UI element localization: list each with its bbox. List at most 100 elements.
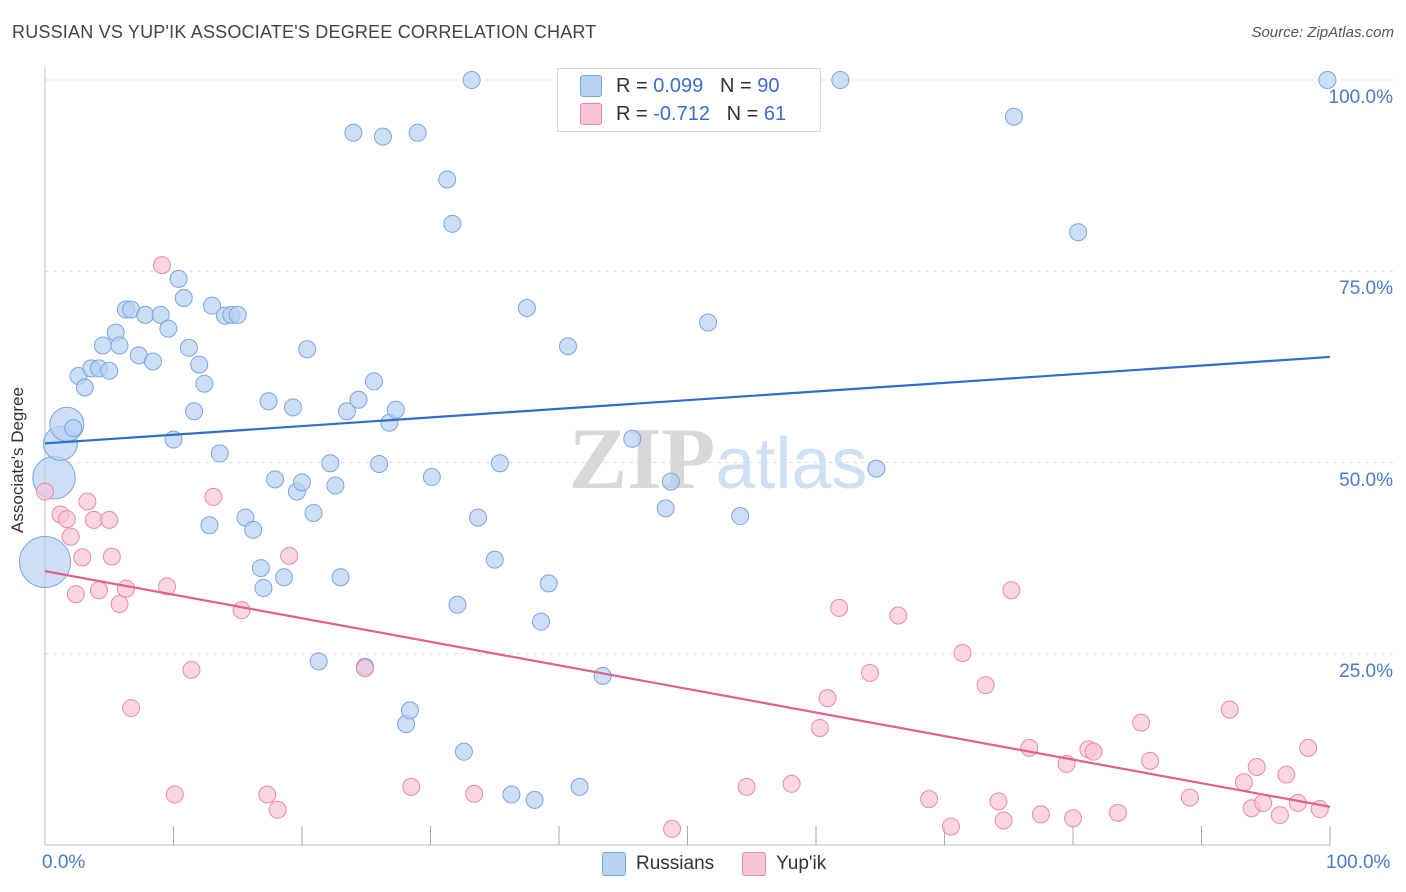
legend-r-value-russians: 0.099 bbox=[653, 74, 704, 97]
russians-point bbox=[570, 777, 589, 796]
yupik-point bbox=[100, 510, 119, 529]
yupik-point bbox=[258, 785, 277, 804]
russians-point bbox=[731, 507, 750, 526]
russians-point bbox=[298, 340, 317, 359]
trendline-russians bbox=[44, 355, 1331, 445]
yupik-point bbox=[268, 800, 287, 819]
russians-point bbox=[656, 499, 675, 518]
yupik-point bbox=[355, 659, 374, 678]
russians-point bbox=[558, 337, 577, 356]
russians-point bbox=[485, 550, 504, 569]
yupik-point bbox=[1180, 788, 1199, 807]
russians-point bbox=[400, 701, 419, 720]
legend-swatch-russians bbox=[602, 852, 626, 876]
russians-point bbox=[190, 355, 209, 374]
russians-point bbox=[454, 742, 473, 761]
legend-swatch-yupik bbox=[742, 852, 767, 876]
russians-point bbox=[326, 476, 345, 495]
axes bbox=[44, 68, 1331, 846]
russians-point bbox=[831, 71, 850, 89]
russians-point bbox=[200, 516, 219, 535]
yupik-point bbox=[182, 660, 201, 679]
russians-point bbox=[386, 400, 405, 419]
yupik-point bbox=[102, 547, 121, 566]
russians-point bbox=[364, 372, 383, 391]
yupik-point bbox=[1247, 757, 1266, 776]
yupik-point bbox=[818, 689, 837, 708]
legend-item-yupik: Yup'ik bbox=[742, 852, 826, 876]
yupik-point bbox=[78, 492, 97, 511]
russians-point bbox=[174, 289, 193, 308]
russians-point bbox=[136, 305, 155, 324]
legend-swatch-russians bbox=[580, 75, 602, 97]
yupik-point bbox=[782, 774, 801, 793]
series-legend: Russians Yup'ik bbox=[602, 852, 854, 876]
russians-point bbox=[259, 392, 278, 411]
russians-point bbox=[151, 305, 170, 324]
trend-lines bbox=[44, 355, 1331, 808]
y-axis-label: Associate's Degree bbox=[8, 387, 27, 533]
x-tick-label-min: 0.0% bbox=[42, 852, 86, 873]
russians-point bbox=[321, 454, 340, 473]
russians-point bbox=[275, 568, 294, 587]
russians-point bbox=[19, 535, 71, 588]
russians-point bbox=[532, 612, 551, 631]
russians-point bbox=[337, 402, 356, 421]
russians-point bbox=[143, 352, 162, 371]
russians-point bbox=[490, 454, 509, 473]
yupik-point bbox=[1108, 803, 1127, 822]
russians-point bbox=[185, 402, 204, 421]
russians-point bbox=[293, 473, 311, 492]
yupik-point bbox=[61, 527, 80, 546]
legend-row-yupik: R = -0.712 N = 61 bbox=[580, 100, 787, 128]
russians-point bbox=[100, 361, 119, 380]
legend-r-label: R = bbox=[616, 74, 654, 97]
russians-point bbox=[159, 319, 178, 338]
russians-point bbox=[203, 296, 222, 315]
legend-swatch-yupik bbox=[580, 103, 602, 125]
russians-point bbox=[284, 398, 303, 417]
russians-point bbox=[469, 508, 488, 527]
yupik-point bbox=[89, 581, 108, 600]
russians-point bbox=[349, 390, 368, 409]
yupik-point bbox=[66, 585, 85, 604]
russians-point bbox=[75, 378, 94, 397]
russians-point bbox=[169, 269, 188, 288]
russians-point bbox=[623, 429, 642, 448]
yupik-point bbox=[953, 643, 972, 662]
russians-point bbox=[539, 574, 558, 593]
russians-point bbox=[502, 785, 521, 804]
yupik-point bbox=[158, 577, 177, 596]
yupik-point bbox=[941, 817, 960, 836]
series-yupik-points bbox=[36, 256, 1329, 838]
y-tick-label: 25.0% bbox=[1339, 660, 1393, 682]
yupik-point bbox=[920, 790, 939, 809]
yupik-point bbox=[1299, 738, 1318, 757]
yupik-point bbox=[1141, 751, 1160, 770]
russians-point bbox=[1069, 223, 1088, 242]
russians-point bbox=[344, 123, 363, 142]
russians-point bbox=[331, 568, 350, 587]
trendline-yupik bbox=[44, 570, 1331, 808]
yupik-point bbox=[663, 819, 682, 838]
russians-point bbox=[266, 470, 285, 489]
legend-n-value-russians: 90 bbox=[757, 74, 780, 97]
yupik-point bbox=[994, 811, 1013, 830]
russians-point bbox=[304, 503, 323, 522]
yupik-point bbox=[73, 548, 92, 567]
russians-point bbox=[373, 127, 392, 146]
legend-label-russians: Russians bbox=[636, 853, 715, 874]
legend-n-value-yupik: 61 bbox=[763, 102, 787, 125]
legend-item-russians: Russians bbox=[602, 852, 714, 876]
yupik-point bbox=[889, 606, 908, 625]
russians-point bbox=[309, 652, 328, 671]
y-tick-label: 100.0% bbox=[1328, 87, 1393, 108]
yupik-point bbox=[1002, 581, 1021, 600]
yupik-point bbox=[989, 792, 1008, 811]
russians-point bbox=[1318, 71, 1337, 89]
legend-r-label: R = bbox=[616, 102, 654, 125]
yupik-point bbox=[280, 546, 299, 565]
yupik-point bbox=[204, 487, 223, 506]
yupik-point bbox=[57, 510, 76, 529]
